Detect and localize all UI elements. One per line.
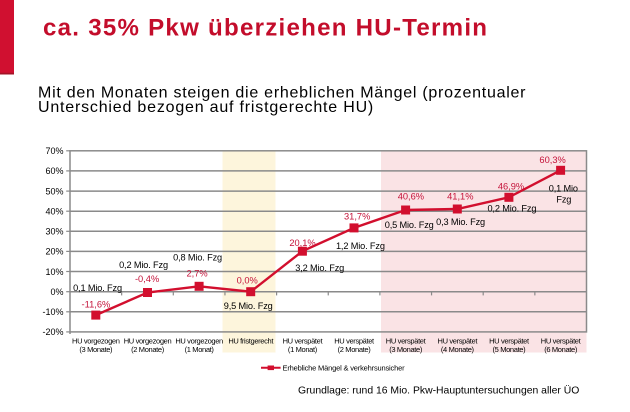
svg-text:0,3 Mio. Fzg: 0,3 Mio. Fzg [436,217,485,227]
svg-text:60%: 60% [45,166,63,176]
svg-text:30%: 30% [45,227,63,237]
svg-text:46,9%: 46,9% [498,182,524,192]
svg-text:0,5 Mio. Fzg: 0,5 Mio. Fzg [385,220,434,230]
svg-text:-20%: -20% [42,327,63,337]
svg-text:0%: 0% [50,287,63,297]
svg-text:0,1 Mio: 0,1 Mio [549,184,578,194]
svg-text:70%: 70% [45,146,63,156]
svg-text:20%: 20% [45,247,63,257]
svg-text:Grundlage: rund 16 Mio. Pkw-Ha: Grundlage: rund 16 Mio. Pkw-Hauptuntersu… [298,385,579,397]
svg-text:40%: 40% [45,207,63,217]
svg-text:10%: 10% [45,267,63,277]
svg-text:Mit den Monaten steigen die er: Mit den Monaten steigen die erheblichen … [38,85,526,102]
svg-text:(5 Monate): (5 Monate) [493,345,527,354]
svg-text:HU vorgezogen: HU vorgezogen [72,337,120,346]
svg-text:0,2 Mio. Fzg: 0,2 Mio. Fzg [119,260,168,270]
svg-text:20,1%: 20,1% [289,238,315,248]
svg-text:(2 Monate): (2 Monate) [131,345,165,354]
svg-text:Fzg: Fzg [556,194,571,204]
svg-text:9,5 Mio. Fzg: 9,5 Mio. Fzg [224,301,273,311]
svg-text:ca. 35% Pkw überziehen HU-Term: ca. 35% Pkw überziehen HU-Termin [43,15,488,42]
svg-text:1,2 Mio. Fzg: 1,2 Mio. Fzg [336,241,385,251]
svg-text:HU vorgezogen: HU vorgezogen [124,337,172,346]
svg-text:HU verspätet: HU verspätet [541,337,582,346]
svg-text:2,7%: 2,7% [186,269,207,279]
svg-text:HU verspätet: HU verspätet [386,337,427,346]
svg-text:0,8 Mio. Fzg: 0,8 Mio. Fzg [173,253,222,263]
svg-text:(2 Monate): (2 Monate) [338,345,372,354]
svg-text:(1 Monat): (1 Monat) [185,345,215,354]
svg-text:-10%: -10% [42,307,63,317]
svg-text:41,1%: 41,1% [447,191,473,201]
svg-text:40,6%: 40,6% [398,192,424,202]
svg-text:HU verspätet: HU verspätet [489,337,530,346]
svg-text:31,7%: 31,7% [344,212,370,222]
svg-text:(4 Monate): (4 Monate) [441,345,475,354]
svg-text:(3 Monate): (3 Monate) [389,345,423,354]
svg-text:60,3%: 60,3% [539,155,565,165]
svg-text:HU verspätet: HU verspätet [438,337,479,346]
svg-text:Erhebliche Mängel & verkehrsun: Erhebliche Mängel & verkehrsunsicher [283,364,406,373]
svg-text:3,2 Mio. Fzg: 3,2 Mio. Fzg [295,263,344,273]
svg-text:(3 Monate): (3 Monate) [79,345,113,354]
svg-text:(1 Monat): (1 Monat) [288,345,318,354]
svg-text:(6 Monate): (6 Monate) [544,345,578,354]
svg-text:-0,4%: -0,4% [135,274,159,284]
svg-text:0,1 Mio. Fzg: 0,1 Mio. Fzg [73,283,122,293]
svg-text:50%: 50% [45,186,63,196]
svg-text:HU vorgezogen: HU vorgezogen [175,337,223,346]
svg-text:HU verspätet: HU verspätet [334,337,375,346]
svg-text:HU verspätet: HU verspätet [283,337,324,346]
svg-text:Unterschied bezogen auf fristg: Unterschied bezogen auf fristgerechte HU… [38,99,374,116]
svg-text:HU fristgerecht: HU fristgerecht [228,337,274,346]
svg-text:0,2 Mio. Fzg: 0,2 Mio. Fzg [487,204,536,214]
svg-text:-11,6%: -11,6% [82,299,111,309]
svg-text:0,0%: 0,0% [237,275,258,285]
